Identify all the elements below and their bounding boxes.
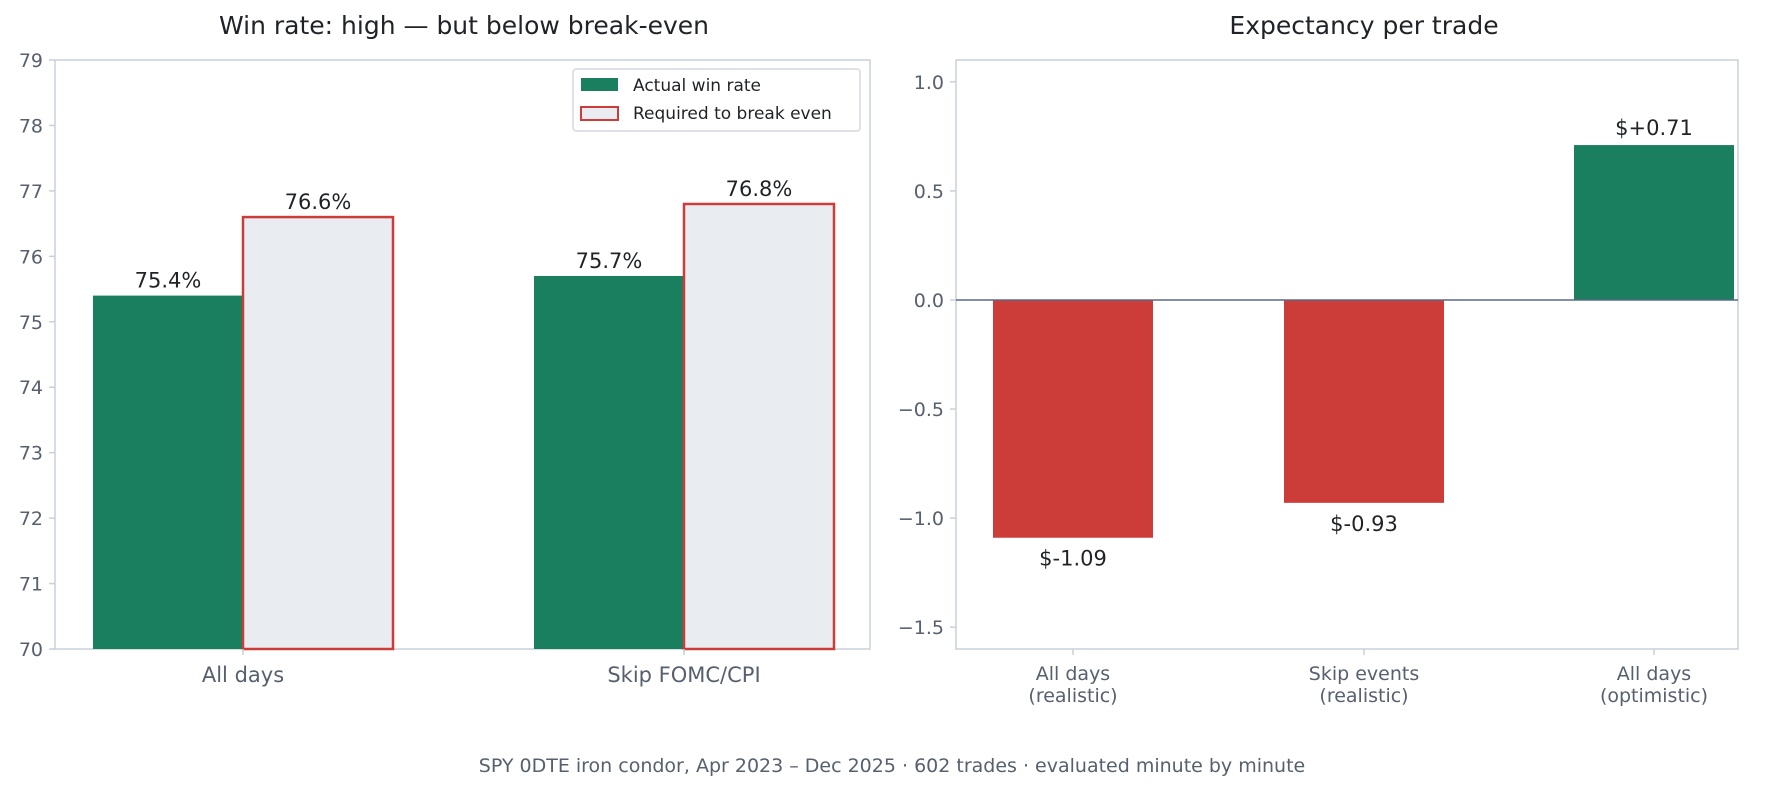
data-label: $+0.71	[1615, 116, 1693, 140]
bar-required	[682, 202, 836, 651]
data-label: 76.8%	[726, 177, 793, 201]
winrate-plot-frame	[54, 59, 871, 650]
bar-expectancy	[1574, 145, 1734, 300]
x-tick-label: Skip FOMC/CPI	[607, 663, 760, 687]
y-tick-label: 0.0	[914, 290, 944, 312]
expectancy-y-axis: −1.5 −1.0 −0.5 0.0 0.5 1.0	[898, 72, 956, 639]
expectancy-chart-title: Expectancy per trade	[1229, 11, 1498, 40]
winrate-x-axis: All days Skip FOMC/CPI	[202, 649, 761, 687]
x-tick-label: (realistic)	[1319, 685, 1408, 707]
bar-actual	[93, 295, 243, 649]
winrate-chart: Win rate: high — but below break-even 70…	[19, 11, 871, 687]
y-tick-label: 78	[19, 115, 43, 137]
y-tick-label: −1.5	[898, 617, 944, 639]
expectancy-bars	[993, 145, 1734, 538]
x-tick-label: (optimistic)	[1600, 685, 1708, 707]
x-tick-label: All days	[1036, 663, 1110, 685]
bar-expectancy	[993, 299, 1153, 538]
legend-box	[572, 68, 861, 132]
winrate-data-labels: 75.4% 75.7% 76.6% 76.8%	[135, 177, 793, 293]
data-label: $-0.93	[1330, 512, 1398, 536]
x-tick-label: Skip events	[1309, 663, 1419, 685]
expectancy-plot-frame	[955, 59, 1739, 650]
bar-required	[241, 215, 395, 651]
expectancy-x-axis: All days(realistic)Skip events(realistic…	[1028, 649, 1708, 707]
y-tick-label: 1.0	[914, 72, 944, 94]
winrate-bars	[93, 202, 836, 651]
data-label: 75.4%	[135, 269, 202, 293]
y-tick-label: 75	[19, 312, 43, 334]
bar-actual	[534, 275, 684, 649]
data-label: 75.7%	[576, 249, 643, 273]
expectancy-chart: Expectancy per trade −1.5 −1.0 −0.5 0.0 0.5 1…	[898, 11, 1739, 707]
winrate-legend: Actual win rate Required to break even	[572, 68, 861, 132]
y-tick-label: 79	[19, 50, 43, 72]
x-tick-label: All days	[202, 663, 284, 687]
y-tick-label: 70	[19, 639, 43, 661]
y-tick-label: 77	[19, 181, 43, 203]
y-tick-label: 71	[19, 574, 43, 596]
expectancy-data-labels: $-1.09 $-0.93 $+0.71	[1039, 116, 1693, 571]
legend-label-required: Required to break even	[633, 104, 832, 124]
data-label: $-1.09	[1039, 547, 1107, 571]
y-tick-label: 74	[19, 377, 43, 399]
y-tick-label: 72	[19, 508, 43, 530]
y-tick-label: −0.5	[898, 399, 944, 421]
y-tick-label: −1.0	[898, 508, 944, 530]
winrate-chart-title: Win rate: high — but below break-even	[219, 11, 709, 40]
legend-swatch-actual	[581, 78, 618, 91]
legend-swatch-required	[580, 106, 619, 121]
y-tick-label: 73	[19, 443, 43, 465]
bar-expectancy	[1284, 299, 1444, 503]
y-tick-label: 76	[19, 246, 43, 268]
x-tick-label: (realistic)	[1028, 685, 1117, 707]
x-tick-label: All days	[1617, 663, 1691, 685]
winrate-y-axis: 70 71 72 73 74 75 76 77 78 79	[19, 50, 55, 661]
data-label: 76.6%	[285, 190, 352, 214]
legend-label-actual: Actual win rate	[633, 76, 761, 96]
figure-caption: SPY 0DTE iron condor, Apr 2023 – Dec 202…	[479, 755, 1305, 777]
y-tick-label: 0.5	[914, 181, 944, 203]
